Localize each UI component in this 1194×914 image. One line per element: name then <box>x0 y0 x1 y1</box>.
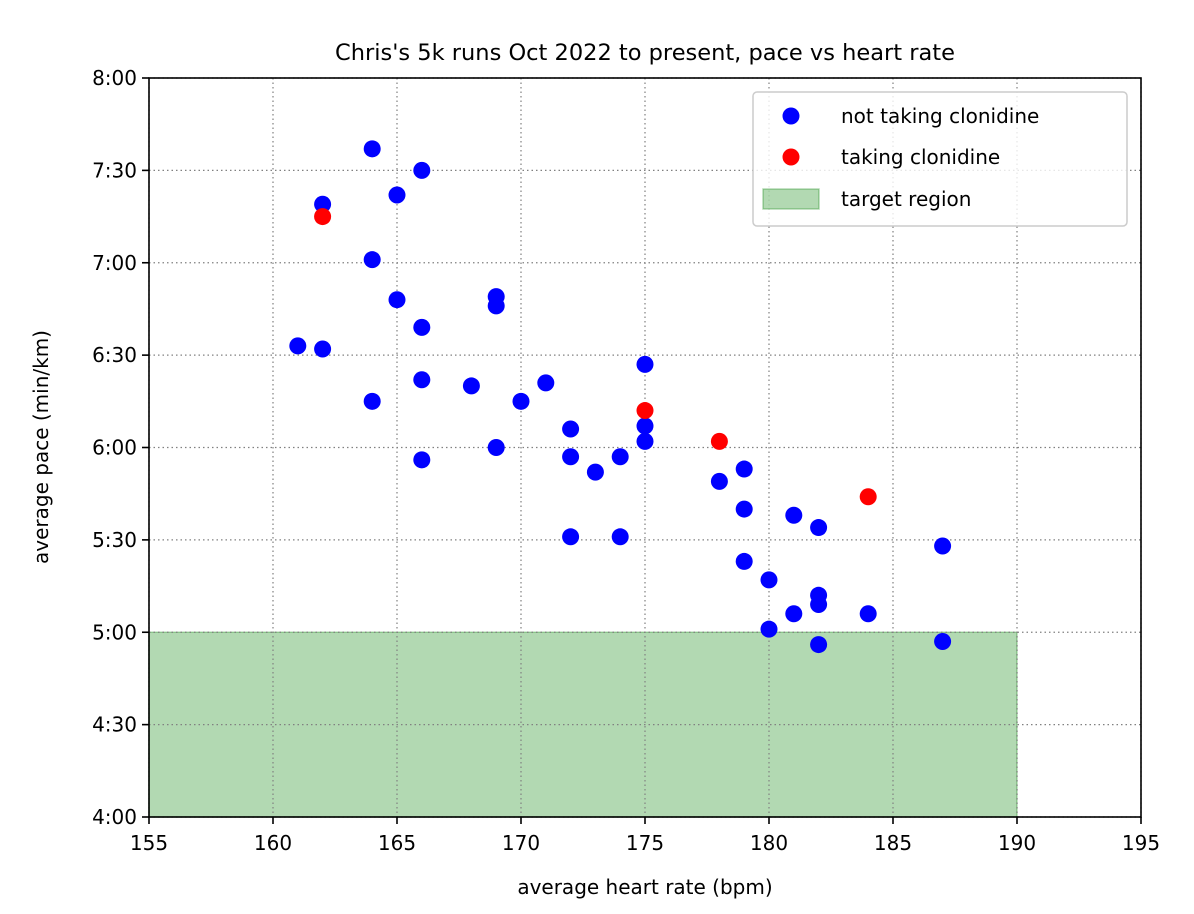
data-point-not-taking-clonidine <box>388 186 406 204</box>
data-point-not-taking-clonidine <box>388 291 406 309</box>
y-tick-label: 6:30 <box>92 343 137 367</box>
data-point-not-taking-clonidine <box>611 528 629 546</box>
data-point-not-taking-clonidine <box>487 439 505 456</box>
data-point-not-taking-clonidine <box>314 340 332 358</box>
data-point-not-taking-clonidine <box>760 620 778 638</box>
x-tick-label: 160 <box>254 831 292 855</box>
data-point-not-taking-clonidine <box>735 552 753 570</box>
x-tick-label: 185 <box>874 831 912 855</box>
data-point-taking-clonidine <box>710 432 728 450</box>
data-point-not-taking-clonidine <box>562 528 580 546</box>
x-tick-label: 180 <box>750 831 788 855</box>
data-point-not-taking-clonidine <box>537 374 555 392</box>
y-tick-label: 7:30 <box>92 158 137 182</box>
data-point-not-taking-clonidine <box>735 500 753 518</box>
legend-label: not taking clonidine <box>841 104 1039 128</box>
legend-label: target region <box>841 187 971 211</box>
data-point-not-taking-clonidine <box>934 632 952 650</box>
data-point-taking-clonidine <box>636 402 654 420</box>
legend-marker-taking-clonidine <box>782 148 800 166</box>
data-point-not-taking-clonidine <box>413 161 431 179</box>
data-point-not-taking-clonidine <box>562 448 580 466</box>
data-point-not-taking-clonidine <box>413 371 431 389</box>
plot-area: 155 160 165 170 175 180 185 190 195 4:00 4:30 5:00 5… <box>92 66 1160 855</box>
data-point-not-taking-clonidine <box>487 297 505 315</box>
x-tick-label: 175 <box>626 831 664 855</box>
x-axis-label: average heart rate (bpm) <box>517 875 772 899</box>
legend: not taking clonidine taking clonidine targ… <box>752 91 1128 227</box>
x-tick-label: 170 <box>502 831 540 855</box>
data-point-not-taking-clonidine <box>363 140 381 158</box>
data-point-not-taking-clonidine <box>413 451 431 469</box>
data-point-not-taking-clonidine <box>810 636 828 654</box>
legend-box <box>752 91 1128 227</box>
data-point-not-taking-clonidine <box>413 318 431 336</box>
chart-title: Chris's 5k runs Oct 2022 to present, pac… <box>335 40 955 66</box>
y-tick-label: 4:30 <box>92 713 137 737</box>
data-point-not-taking-clonidine <box>810 519 828 537</box>
x-tick-label: 165 <box>378 831 416 855</box>
data-point-not-taking-clonidine <box>636 432 654 450</box>
data-point-not-taking-clonidine <box>810 596 828 614</box>
y-axis-label: average pace (min/km) <box>29 330 53 564</box>
y-tick-label: 4:00 <box>92 805 137 829</box>
data-point-not-taking-clonidine <box>934 537 952 555</box>
data-point-not-taking-clonidine <box>363 392 381 410</box>
data-point-not-taking-clonidine <box>462 377 480 395</box>
data-point-not-taking-clonidine <box>562 420 580 438</box>
data-point-not-taking-clonidine <box>611 448 629 466</box>
legend-marker-not-taking-clonidine <box>782 107 800 125</box>
data-point-not-taking-clonidine <box>710 472 728 490</box>
data-point-not-taking-clonidine <box>735 460 753 478</box>
y-tick-label: 6:00 <box>92 436 137 460</box>
target-region <box>148 631 1018 818</box>
data-point-taking-clonidine <box>314 208 332 226</box>
data-point-taking-clonidine <box>859 488 877 506</box>
x-tick-label: 195 <box>1122 831 1160 855</box>
legend-swatch-target-region <box>762 188 820 210</box>
y-tick-label: 7:00 <box>92 251 137 275</box>
y-tick-label: 5:00 <box>92 620 137 644</box>
x-tick-label: 155 <box>130 831 168 855</box>
x-tick-label: 190 <box>998 831 1036 855</box>
data-point-not-taking-clonidine <box>289 337 307 355</box>
data-point-not-taking-clonidine <box>586 463 604 481</box>
legend-label: taking clonidine <box>841 145 1000 169</box>
y-tick-label: 8:00 <box>92 66 137 90</box>
data-point-not-taking-clonidine <box>636 417 654 435</box>
data-point-not-taking-clonidine <box>314 195 332 213</box>
data-point-not-taking-clonidine <box>636 355 654 373</box>
data-point-not-taking-clonidine <box>785 506 803 524</box>
data-point-not-taking-clonidine <box>859 605 877 623</box>
data-point-not-taking-clonidine <box>760 571 778 589</box>
data-point-not-taking-clonidine <box>785 605 803 623</box>
data-point-not-taking-clonidine <box>512 392 530 410</box>
y-tick-label: 5:30 <box>92 528 137 552</box>
data-point-not-taking-clonidine <box>363 251 381 269</box>
